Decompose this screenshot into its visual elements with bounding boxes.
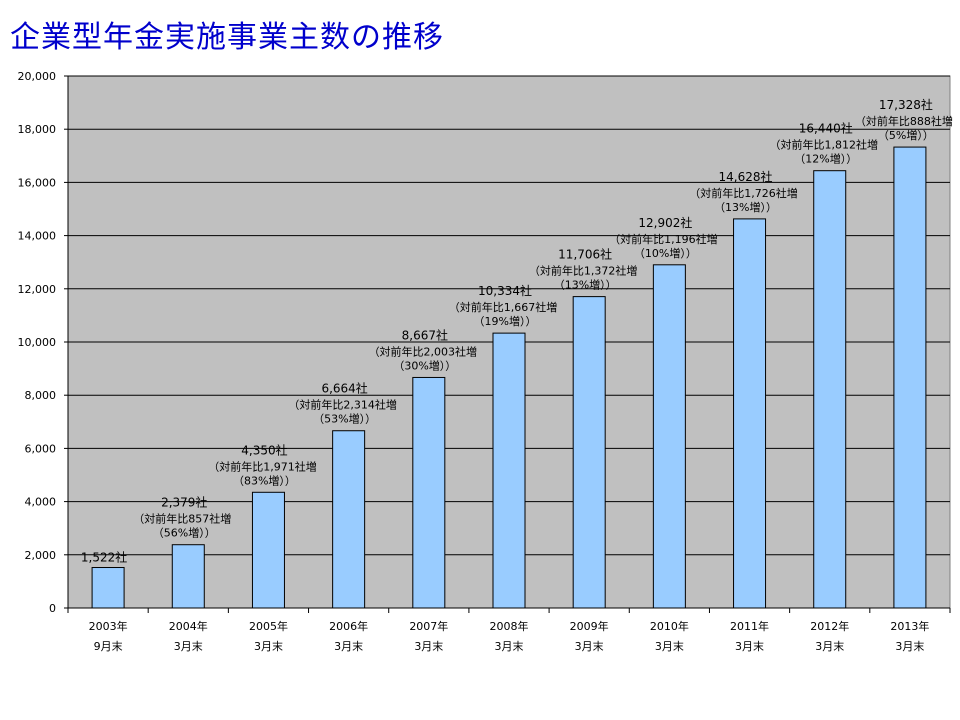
change-percent-label: （10%増））	[634, 247, 697, 260]
bar	[171, 544, 205, 609]
data-label: 12,902社	[638, 215, 692, 230]
change-label: （対前年比857社増	[133, 512, 231, 526]
x-tick-label: 3月末	[655, 639, 684, 653]
change-label: （対前年比1,726社増	[689, 186, 798, 200]
change-label: （対前年比888社増	[855, 114, 953, 128]
data-label: 17,328社	[879, 97, 933, 112]
x-tick-label: 2006年	[329, 619, 368, 633]
data-label: 6,664社	[321, 381, 367, 396]
data-label: 16,440社	[799, 121, 853, 136]
change-percent-label: （83%増））	[233, 474, 296, 487]
data-label: 4,350社	[241, 442, 287, 457]
y-tick-label: 6,000	[25, 442, 57, 455]
x-tick-label: 3月末	[414, 639, 443, 653]
change-label: （対前年比2,003社増	[369, 344, 478, 358]
y-tick-label: 14,000	[18, 230, 57, 243]
bar	[652, 264, 686, 609]
x-tick-label: 2007年	[409, 619, 448, 633]
x-tick-label: 2011年	[730, 619, 769, 633]
change-label: （対前年比1,196社増	[609, 232, 718, 246]
bar	[412, 376, 446, 609]
change-label: （対前年比1,372社増	[529, 264, 638, 278]
bar	[893, 146, 927, 609]
bar	[91, 567, 125, 609]
y-tick-label: 4,000	[25, 496, 57, 509]
bar	[572, 296, 606, 609]
y-tick-label: 10,000	[18, 336, 57, 349]
data-label: 2,379社	[161, 495, 207, 510]
change-label: （対前年比1,812社増	[769, 138, 878, 152]
x-tick-label: 2004年	[169, 619, 208, 633]
x-tick-label: 3月末	[254, 639, 283, 653]
change-percent-label: （12%増））	[794, 153, 857, 166]
bar	[813, 170, 847, 609]
x-tick-label: 3月末	[334, 639, 363, 653]
data-label: 10,334社	[478, 283, 532, 298]
change-label: （対前年比2,314社増	[288, 398, 397, 412]
y-tick-label: 0	[49, 602, 56, 615]
data-label: 14,628社	[719, 169, 773, 184]
x-tick-label: 2009年	[570, 619, 609, 633]
data-label: 11,706社	[558, 247, 612, 262]
x-tick-label: 2005年	[249, 619, 288, 633]
y-tick-label: 8,000	[25, 389, 57, 402]
y-tick-label: 16,000	[18, 176, 57, 189]
bar	[492, 332, 526, 609]
change-percent-label: （13%増））	[714, 201, 777, 214]
x-tick-label: 3月末	[174, 639, 203, 653]
y-tick-label: 2,000	[25, 549, 57, 562]
x-tick-label: 2008年	[490, 619, 529, 633]
change-percent-label: （19%増））	[474, 315, 537, 328]
change-percent-label: （53%増））	[313, 413, 376, 426]
chart-title: 企業型年金実施事業主数の推移	[10, 20, 444, 55]
y-tick-label: 20,000	[18, 70, 57, 83]
x-tick-label: 3月末	[735, 639, 764, 653]
x-tick-label: 3月末	[575, 639, 604, 653]
x-tick-label: 3月末	[815, 639, 844, 653]
change-label: （対前年比1,971社増	[208, 459, 317, 473]
y-tick-label: 12,000	[18, 283, 57, 296]
x-tick-label: 2010年	[650, 619, 689, 633]
change-label: （対前年比1,667社増	[449, 300, 558, 314]
data-label: 8,667社	[402, 327, 448, 342]
x-tick-label: 2013年	[890, 619, 929, 633]
bar	[733, 218, 767, 609]
x-tick-label: 2012年	[810, 619, 849, 633]
x-tick-label: 2003年	[89, 619, 128, 633]
x-tick-label: 3月末	[495, 639, 524, 653]
x-tick-label: 9月末	[94, 639, 123, 653]
change-percent-label: （5%増））	[878, 129, 934, 142]
x-tick-label: 3月末	[895, 639, 924, 653]
change-percent-label: （30%増））	[393, 359, 456, 372]
change-percent-label: （13%増））	[554, 279, 617, 292]
data-label: 1,522社	[81, 550, 127, 565]
y-tick-label: 18,000	[18, 123, 57, 136]
change-percent-label: （56%増））	[153, 527, 216, 540]
bar	[332, 430, 366, 609]
bar	[251, 491, 285, 609]
